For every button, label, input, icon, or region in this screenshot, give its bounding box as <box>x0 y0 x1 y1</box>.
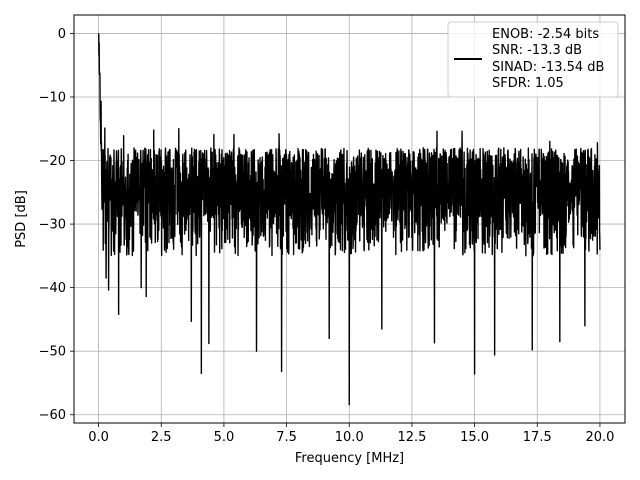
x-tick-label: 20.0 <box>585 430 614 445</box>
legend-snr: SNR: -13.3 dB <box>492 43 582 58</box>
y-tick-label: 0 <box>58 27 66 42</box>
y-tick-label: −20 <box>39 154 66 169</box>
psd-series-line <box>97 33 601 406</box>
ticks: 0.0 2.5 5.0 7.5 10.0 12.5 15.0 17.5 20.0 0 −10 −20 −… <box>39 27 615 445</box>
x-axis-label: Frequency [MHz] <box>295 451 404 466</box>
y-tick-label: −50 <box>39 345 66 360</box>
legend-sinad: SINAD: -13.54 dB <box>492 60 604 75</box>
legend: ENOB: -2.54 bits SNR: -13.3 dB SINAD: -1… <box>447 21 619 98</box>
psd-trace-layer <box>97 33 601 406</box>
x-tick-label: 0.0 <box>88 430 109 445</box>
y-axis-label: PSD [dB] <box>14 190 29 248</box>
x-tick-label: 7.5 <box>276 430 297 445</box>
x-tick-label: 15.0 <box>460 430 489 445</box>
x-tick-label: 5.0 <box>214 430 235 445</box>
x-tick-label: 12.5 <box>397 430 426 445</box>
y-tick-label: −10 <box>39 90 66 105</box>
legend-enob: ENOB: -2.54 bits <box>492 27 599 42</box>
y-tick-label: −60 <box>39 408 66 423</box>
x-tick-label: 2.5 <box>151 430 172 445</box>
y-tick-label: −30 <box>39 218 66 233</box>
legend-box <box>447 21 619 98</box>
x-tick-label: 17.5 <box>523 430 552 445</box>
x-tick-label: 10.0 <box>335 430 364 445</box>
y-tick-label: −40 <box>39 281 66 296</box>
legend-sfdr: SFDR: 1.05 <box>492 76 564 91</box>
